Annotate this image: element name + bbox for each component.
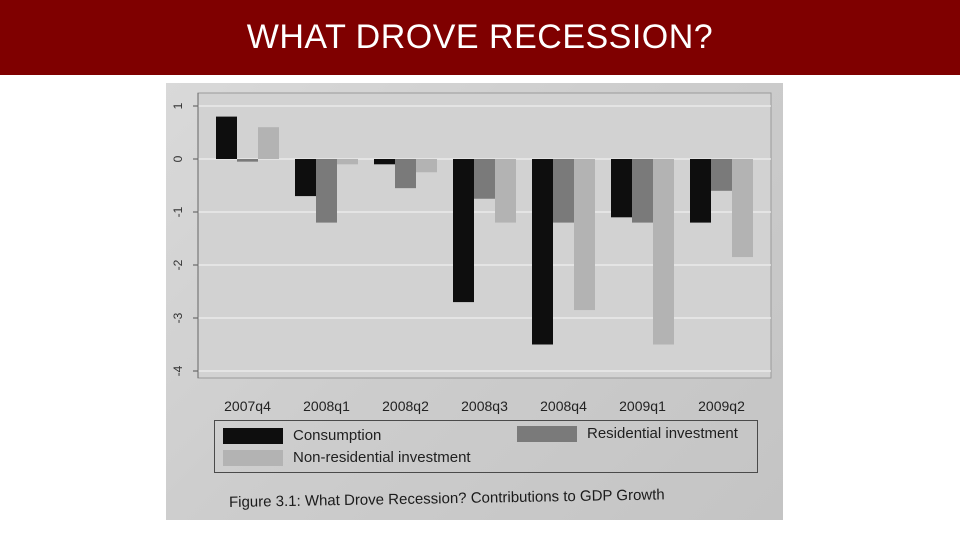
x-tick-label: 2008q3 [461, 398, 508, 414]
y-tick-label: -1 [171, 206, 185, 217]
axis-layer: 1 0 -1 -2 -3 -4 2007q4 2008q1 2008q2 2008q3 2008q4… [171, 93, 745, 414]
bar-non-residential-investment-2009q2 [732, 159, 753, 258]
title-bar: WHAT DROVE RECESSION? [0, 0, 960, 75]
bar-consumption-2008q1 [295, 159, 316, 197]
bar-consumption-2009q2 [690, 159, 711, 223]
legend-swatch-nonresidential [223, 449, 283, 466]
bar-residential-investment-2008q2 [395, 159, 416, 189]
plot-area [197, 92, 772, 379]
legend-label-nonresidential: Non-residential investment [293, 449, 471, 466]
bar-layer [216, 116, 753, 345]
bar-residential-investment-2009q1 [632, 159, 653, 223]
grid-layer [197, 92, 772, 379]
legend-item-consumption: Consumption [223, 427, 381, 444]
bar-non-residential-investment-2008q2 [416, 159, 437, 173]
legend-swatch-consumption [223, 427, 283, 444]
x-tick-label: 2007q4 [224, 398, 271, 414]
y-tick-label: -3 [171, 312, 185, 323]
bar-consumption-2008q3 [453, 159, 474, 303]
chart-photo: 1 0 -1 -2 -3 -4 2007q4 2008q1 2008q2 2008q3 2008q4… [166, 83, 783, 520]
chart-legend: Consumption Residential investment Non-r… [214, 420, 758, 473]
y-tick-label: 1 [171, 102, 185, 109]
bar-residential-investment-2008q4 [553, 159, 574, 223]
bar-non-residential-investment-2009q1 [653, 159, 674, 345]
x-tick-label: 2008q1 [303, 398, 350, 414]
bar-residential-investment-2007q4 [237, 159, 258, 162]
x-tick-label: 2008q4 [540, 398, 587, 414]
bar-residential-investment-2008q3 [474, 159, 495, 199]
legend-swatch-residential [517, 425, 577, 442]
bar-non-residential-investment-2007q4 [258, 127, 279, 159]
legend-label-residential: Residential investment [587, 425, 738, 442]
legend-label-consumption: Consumption [293, 427, 382, 444]
y-tick-label: -2 [171, 259, 185, 270]
y-tick-label: -4 [171, 365, 185, 376]
x-tick-label: 2009q2 [698, 398, 745, 414]
legend-item-residential: Residential investment [517, 425, 738, 442]
bar-consumption-2007q4 [216, 116, 237, 159]
bar-consumption-2008q4 [532, 159, 553, 345]
bar-non-residential-investment-2008q4 [574, 159, 595, 311]
bar-consumption-2008q2 [374, 159, 395, 165]
bar-chart: 1 0 -1 -2 -3 -4 2007q4 2008q1 2008q2 2008q3 2008q4… [171, 92, 772, 414]
slide-title: WHAT DROVE RECESSION? [246, 18, 714, 56]
x-tick-label: 2009q1 [619, 398, 666, 414]
y-tick-label: 0 [171, 155, 185, 162]
x-tick-label: 2008q2 [382, 398, 429, 414]
legend-item-nonresidential: Non-residential investment [223, 449, 471, 466]
bar-consumption-2009q1 [611, 159, 632, 218]
bar-residential-investment-2008q1 [316, 159, 337, 223]
bar-non-residential-investment-2008q3 [495, 159, 516, 223]
bar-non-residential-investment-2008q1 [337, 159, 358, 165]
bar-residential-investment-2009q2 [711, 159, 732, 191]
